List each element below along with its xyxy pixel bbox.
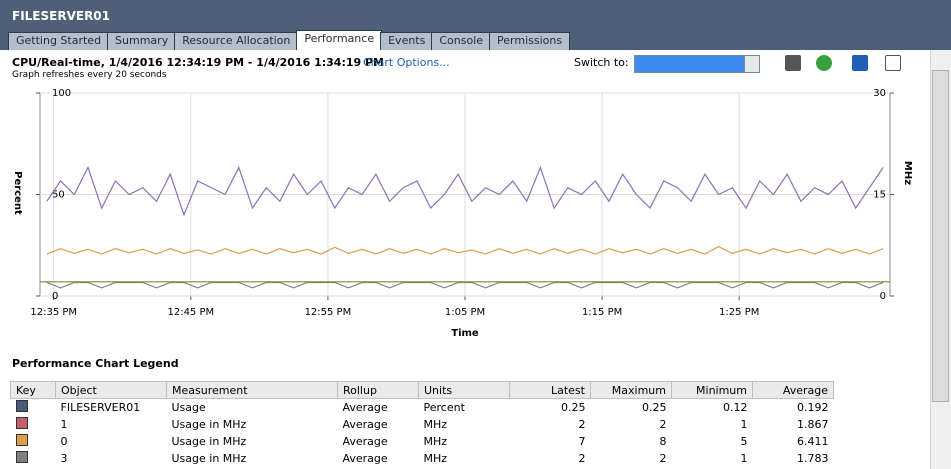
x-tick-label: 12:35 PM (30, 307, 77, 318)
table-cell: 0.25 (642, 401, 667, 414)
refresh-note: Graph refreshes every 20 seconds (12, 70, 167, 80)
table-cell: 2 (578, 418, 586, 431)
y2-tick-label: 15 (873, 190, 886, 201)
table-cell: 1 (740, 452, 748, 465)
key-cell (11, 416, 56, 433)
table-row: 0 Usage in MHz Average MHz 7 8 5 6.411 (11, 433, 834, 450)
print-button[interactable] (785, 55, 801, 71)
column-header: Units (418, 381, 510, 399)
column-header: Rollup (337, 381, 419, 399)
table-cell: MHz (423, 452, 448, 465)
table-cell: FILESERVER01 (60, 401, 141, 414)
key-swatch (15, 417, 28, 429)
key-swatch (15, 434, 28, 446)
key-cell (11, 433, 56, 450)
table-cell: Usage in MHz (171, 418, 247, 431)
x-tick-label: 12:45 PM (167, 307, 214, 318)
table-cell: 1.783 (797, 452, 829, 465)
table-cell: 2 (578, 452, 586, 465)
key-swatch (15, 400, 28, 412)
table-cell: Average (342, 452, 388, 465)
column-header: Maximum (590, 381, 672, 399)
y-axis-label: Percent (12, 171, 23, 215)
column-header: Measurement (166, 381, 338, 399)
table-cell: Usage (171, 401, 206, 414)
table-cell: Usage in MHz (171, 452, 247, 465)
table-header: Key Object Measurement Rollup Units Latest Max… (10, 381, 834, 399)
table-cell: MHz (423, 418, 448, 431)
switch-dropdown[interactable] (634, 55, 760, 73)
popout-button[interactable] (885, 55, 901, 71)
y-tick-label: 100 (52, 88, 71, 99)
tab[interactable]: Performance (296, 30, 383, 50)
table-cell: 2 (659, 418, 667, 431)
table-cell: Average (342, 435, 388, 448)
table-cell: 0.25 (561, 401, 586, 414)
legend-table: Key Object Measurement Rollup Units Latest Max… (10, 381, 834, 467)
table-cell: MHz (423, 435, 448, 448)
scroll-thumb[interactable] (932, 70, 949, 402)
refresh-button[interactable] (816, 55, 832, 71)
y-tick-label: 50 (52, 190, 65, 201)
series-line (46, 165, 884, 217)
tab[interactable]: Console (431, 32, 492, 50)
tab[interactable]: Resource Allocation (174, 32, 299, 50)
table-cell: Average (342, 418, 388, 431)
column-header: Latest (509, 381, 591, 399)
y2-tick-label: 0 (880, 291, 886, 302)
window-title: FILESERVER01 (12, 9, 111, 23)
table-cell: 1 (740, 418, 748, 431)
table-cell: 0 (60, 435, 68, 448)
legend-title: Performance Chart Legend (12, 357, 179, 370)
series-line (46, 281, 884, 289)
chart-options-link[interactable]: Chart Options... (363, 56, 450, 69)
x-axis-label: Time (451, 328, 479, 339)
table-cell: 0.192 (797, 401, 829, 414)
table-cell: 0.12 (723, 401, 748, 414)
table-cell: 6.411 (797, 435, 829, 448)
x-tick-label: 12:55 PM (305, 307, 352, 318)
save-button[interactable] (852, 55, 868, 71)
column-header: Key (10, 381, 56, 399)
table-cell: 8 (659, 435, 667, 448)
chart-title: CPU/Real-time, 1/4/2016 12:34:19 PM - 1/… (12, 56, 384, 69)
table-row: 3 Usage in MHz Average MHz 2 2 1 1.783 (11, 450, 834, 467)
column-header: Minimum (671, 381, 753, 399)
table-cell: Average (342, 401, 388, 414)
table-cell: Usage in MHz (171, 435, 247, 448)
table-row: 1 Usage in MHz Average MHz 2 2 1 1.867 (11, 416, 834, 433)
y-tick-label: 0 (52, 291, 58, 302)
table-cell: 5 (740, 435, 748, 448)
column-header: Object (55, 381, 167, 399)
table-cell: Percent (423, 401, 465, 414)
key-cell (11, 450, 56, 467)
chart: 12:35 PM 12:45 PM 12:55 PM 1:05 PM 1:15 PM 1:… (12, 88, 913, 339)
series-line (46, 245, 884, 255)
y2-tick-label: 30 (873, 88, 886, 99)
y2-axis-label: MHz (902, 161, 913, 185)
tab-bar: Getting Started Summary Resource Allocatio… (8, 30, 571, 50)
tab[interactable]: Permissions (489, 32, 571, 50)
key-cell (11, 399, 56, 417)
table-cell: 1.867 (797, 418, 829, 431)
tab[interactable]: Getting Started (8, 32, 110, 50)
switch-label: Switch to: (574, 56, 629, 69)
table-cell: 1 (60, 418, 68, 431)
tab[interactable]: Summary (107, 32, 177, 50)
key-swatch (15, 451, 28, 463)
table-row: FILESERVER01 Usage Average Percent 0.25 0.25 0… (11, 399, 834, 417)
x-tick-label: 1:25 PM (719, 307, 759, 318)
x-tick-label: 1:05 PM (445, 307, 485, 318)
tab[interactable]: Events (380, 32, 434, 50)
x-tick-label: 1:15 PM (582, 307, 622, 318)
column-header: Average (752, 381, 834, 399)
table-cell: 3 (60, 452, 68, 465)
table-cell: 7 (578, 435, 586, 448)
table-cell: 2 (659, 452, 667, 465)
